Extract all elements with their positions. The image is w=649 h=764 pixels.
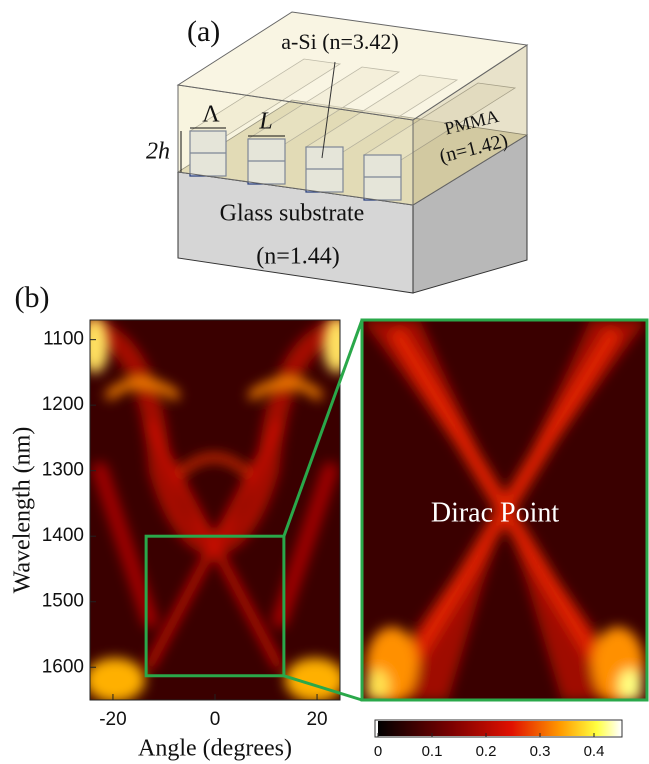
y-tick-label: 1100 [43, 329, 84, 350]
width-label: L [258, 109, 272, 135]
x-tick-label: 0 [210, 709, 221, 730]
panel-label: (b) [15, 281, 50, 314]
x-tick-label: 20 [306, 709, 327, 730]
y-tick-label: 1600 [42, 656, 84, 677]
y-tick-label: 1200 [42, 394, 84, 415]
colorbar-tick-label: 0.1 [422, 743, 443, 760]
y-tick-label: 1400 [42, 525, 84, 546]
period-label: Λ [202, 102, 220, 128]
panel-label: (a) [187, 15, 220, 48]
x-axis-label: Angle (degrees) [138, 736, 292, 762]
y-axis-label: Wavelength (nm) [10, 427, 36, 594]
colorbar-tick-label: 0.3 [530, 743, 551, 760]
zoom-connector [282, 319, 364, 537]
substrate-label: Glass substrate [220, 201, 365, 227]
zoom-heatmap [362, 320, 647, 700]
colorbar-tick-label: 0.2 [476, 743, 497, 760]
y-tick-label: 1500 [42, 591, 84, 612]
heatmap [90, 320, 340, 700]
colorbar [378, 721, 621, 736]
zoom-connector [283, 674, 363, 702]
colorbar-tick-label: 0 [374, 743, 382, 760]
colorbar-frame [374, 719, 623, 738]
zoom-box [144, 534, 286, 678]
zoom-frame [360, 318, 649, 702]
annotation: Dirac Point [431, 497, 560, 528]
schematic [176, 11, 529, 294]
colorbar-tick-label: 0.4 [584, 743, 605, 760]
asi-label: a-Si (n=3.42) [281, 29, 399, 54]
x-tick-label: -20 [99, 709, 126, 730]
substrate-index: (n=1.44) [256, 244, 340, 270]
y-tick-label: 1300 [42, 460, 84, 481]
height-label: 2h [146, 139, 170, 165]
